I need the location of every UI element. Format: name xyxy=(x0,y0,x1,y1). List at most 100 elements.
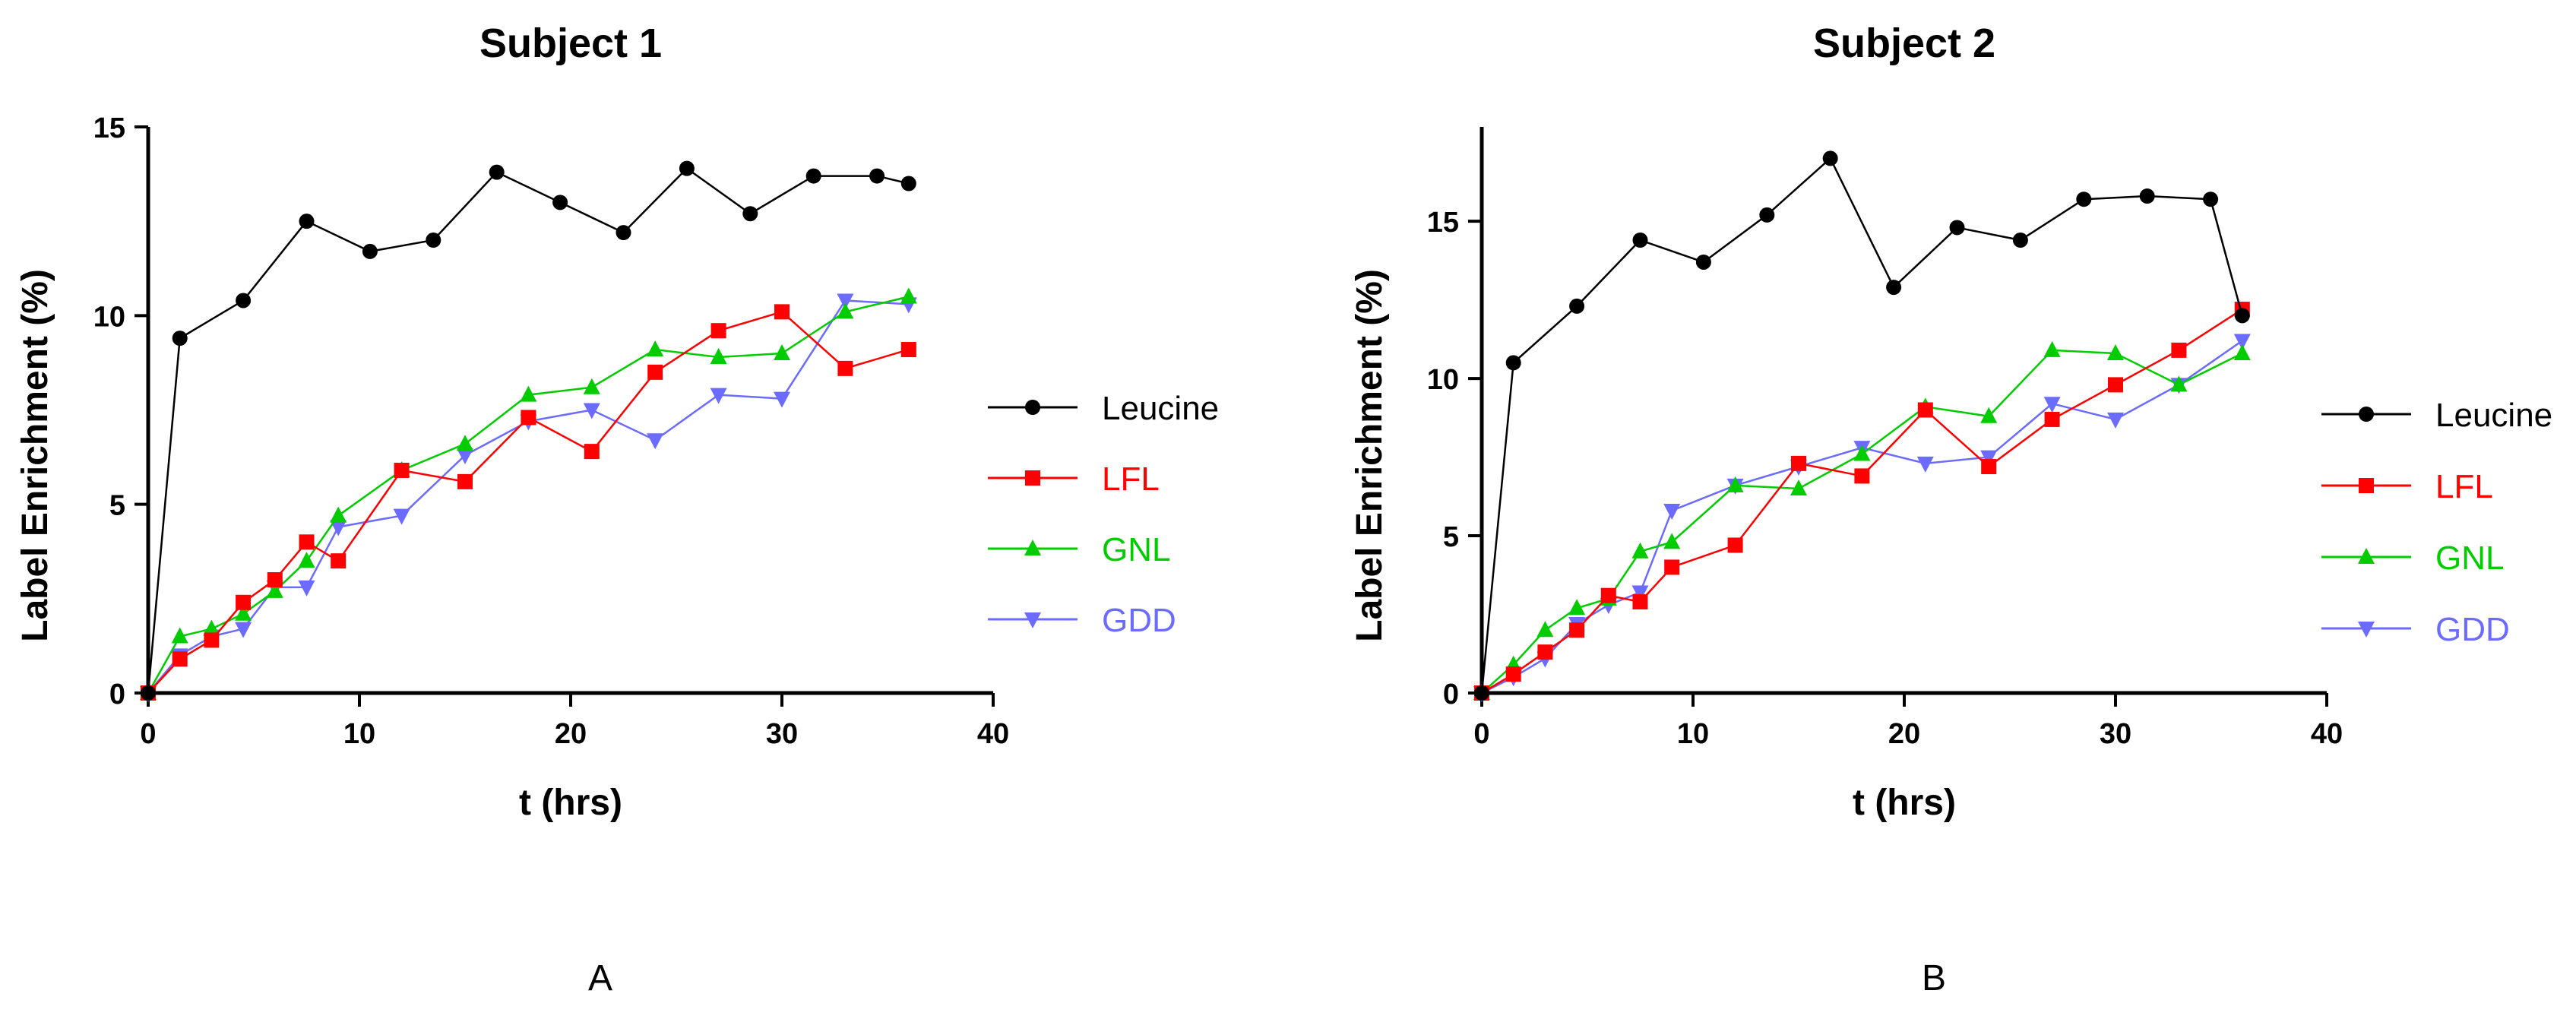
data-point-gdd xyxy=(2233,334,2251,350)
legend-label: GDD xyxy=(1102,602,1176,639)
legend-marker xyxy=(2359,407,2374,422)
data-point-lfl xyxy=(1854,468,1870,484)
x-tick-label: 20 xyxy=(1888,718,1920,750)
legend-item-gdd: GDD xyxy=(988,602,1176,639)
series-lfl xyxy=(141,304,916,701)
x-tick-label: 10 xyxy=(343,718,375,750)
data-point-leucine xyxy=(2203,191,2219,207)
legend-label: LFL xyxy=(1102,460,1160,498)
data-point-gdd xyxy=(2043,397,2061,413)
legend-label: Leucine xyxy=(1102,390,1219,427)
chart-panel-subject-1: Subject 1 0 10 20 30 40 0 5 10 15 t (hrs) Label Enr… xyxy=(15,21,1219,998)
legend-item-gnl: GNL xyxy=(988,531,1170,568)
data-point-gdd xyxy=(393,508,410,525)
legend-label: GDD xyxy=(2435,611,2510,648)
data-point-leucine xyxy=(141,685,156,701)
data-point-lfl xyxy=(1600,587,1616,603)
data-point-leucine xyxy=(362,243,378,259)
data-point-gdd xyxy=(457,448,473,465)
series-line-gdd xyxy=(147,299,909,694)
data-point-lfl xyxy=(1505,666,1521,682)
data-point-gdd xyxy=(1980,450,1998,467)
data-point-leucine xyxy=(1695,254,1711,270)
data-point-leucine xyxy=(2139,188,2155,204)
legend-label: Leucine xyxy=(2435,397,2552,434)
data-point-gnl xyxy=(710,347,727,364)
x-tick-label: 40 xyxy=(2311,718,2343,750)
data-point-gdd xyxy=(1631,585,1649,602)
data-point-lfl xyxy=(172,651,188,667)
data-point-gnl xyxy=(203,619,220,636)
legend-item-lfl: LFL xyxy=(988,460,1160,498)
data-point-gdd xyxy=(837,293,854,310)
chart-title: Subject 1 xyxy=(479,21,662,66)
data-point-gnl xyxy=(1980,407,1998,423)
data-point-gnl xyxy=(266,581,283,598)
data-point-leucine xyxy=(1474,685,1489,701)
series-lfl xyxy=(1474,302,2250,701)
series-line-gnl xyxy=(1481,349,2243,694)
data-point-gnl xyxy=(330,506,347,523)
legend-item-lfl: LFL xyxy=(2321,468,2493,505)
data-point-leucine xyxy=(2234,308,2250,324)
data-point-leucine xyxy=(1822,150,1838,166)
legend-item-gdd: GDD xyxy=(2321,611,2510,648)
data-point-lfl xyxy=(710,323,726,339)
data-point-gdd xyxy=(1663,503,1681,520)
data-point-lfl xyxy=(457,473,473,489)
data-point-gnl xyxy=(1631,542,1649,559)
data-point-gnl xyxy=(774,344,790,360)
data-point-leucine xyxy=(1505,355,1521,371)
data-point-gdd xyxy=(774,391,790,408)
chart-panel-subject-2: Subject 2 0 10 20 30 40 0 5 10 15 t (hrs) Label Enr… xyxy=(1350,21,2552,998)
data-point-gnl xyxy=(583,378,600,394)
legend: Leucine LFL GNL GDD xyxy=(2321,397,2552,648)
x-tick-label: 30 xyxy=(2100,718,2131,750)
y-tick-label: 15 xyxy=(1427,207,1459,239)
data-point-gnl xyxy=(1663,533,1681,549)
data-point-gdd xyxy=(1916,456,1934,473)
data-point-gnl xyxy=(647,340,664,357)
data-point-leucine xyxy=(679,160,695,176)
data-point-gnl xyxy=(1726,476,1744,492)
data-point-lfl xyxy=(1632,593,1648,609)
data-point-lfl xyxy=(837,360,853,376)
data-point-leucine xyxy=(172,331,188,347)
data-point-lfl xyxy=(1917,402,1933,418)
data-point-leucine xyxy=(489,164,505,180)
data-point-lfl xyxy=(331,553,347,569)
legend-item-gnl: GNL xyxy=(2321,540,2504,577)
data-point-leucine xyxy=(552,195,568,210)
y-tick-label: 10 xyxy=(1427,364,1459,396)
data-point-lfl xyxy=(900,342,916,358)
y-axis-label: Label Enrichment (%) xyxy=(1350,269,1390,642)
x-axis-label: t (hrs) xyxy=(519,783,622,823)
data-point-leucine xyxy=(742,206,758,222)
legend-label: GNL xyxy=(1102,531,1170,568)
panel-label: B xyxy=(1922,958,1946,998)
panel-label: A xyxy=(588,958,612,998)
data-point-lfl xyxy=(584,444,600,460)
series-line-gdd xyxy=(1481,340,2243,695)
data-point-gnl xyxy=(1536,621,1554,638)
y-axis-label: Label Enrichment (%) xyxy=(15,269,55,642)
legend-label: LFL xyxy=(2435,468,2493,505)
data-point-leucine xyxy=(1886,280,1902,296)
legend-marker xyxy=(1025,470,1040,486)
data-point-leucine xyxy=(1569,298,1585,314)
data-point-lfl xyxy=(299,534,315,550)
y-tick-label: 0 xyxy=(1443,679,1459,710)
data-point-gnl xyxy=(2043,340,2061,357)
series-line-lfl xyxy=(1481,309,2243,695)
data-point-leucine xyxy=(900,176,916,191)
data-point-leucine xyxy=(1759,207,1775,223)
data-point-leucine xyxy=(236,293,252,309)
data-point-gnl xyxy=(2107,344,2124,360)
data-point-lfl xyxy=(236,594,252,610)
series-gnl xyxy=(140,287,917,700)
x-tick-label: 0 xyxy=(1473,718,1489,750)
data-point-gnl xyxy=(457,435,473,451)
x-tick-label: 10 xyxy=(1677,718,1709,750)
y-tick-label: 10 xyxy=(93,301,125,333)
